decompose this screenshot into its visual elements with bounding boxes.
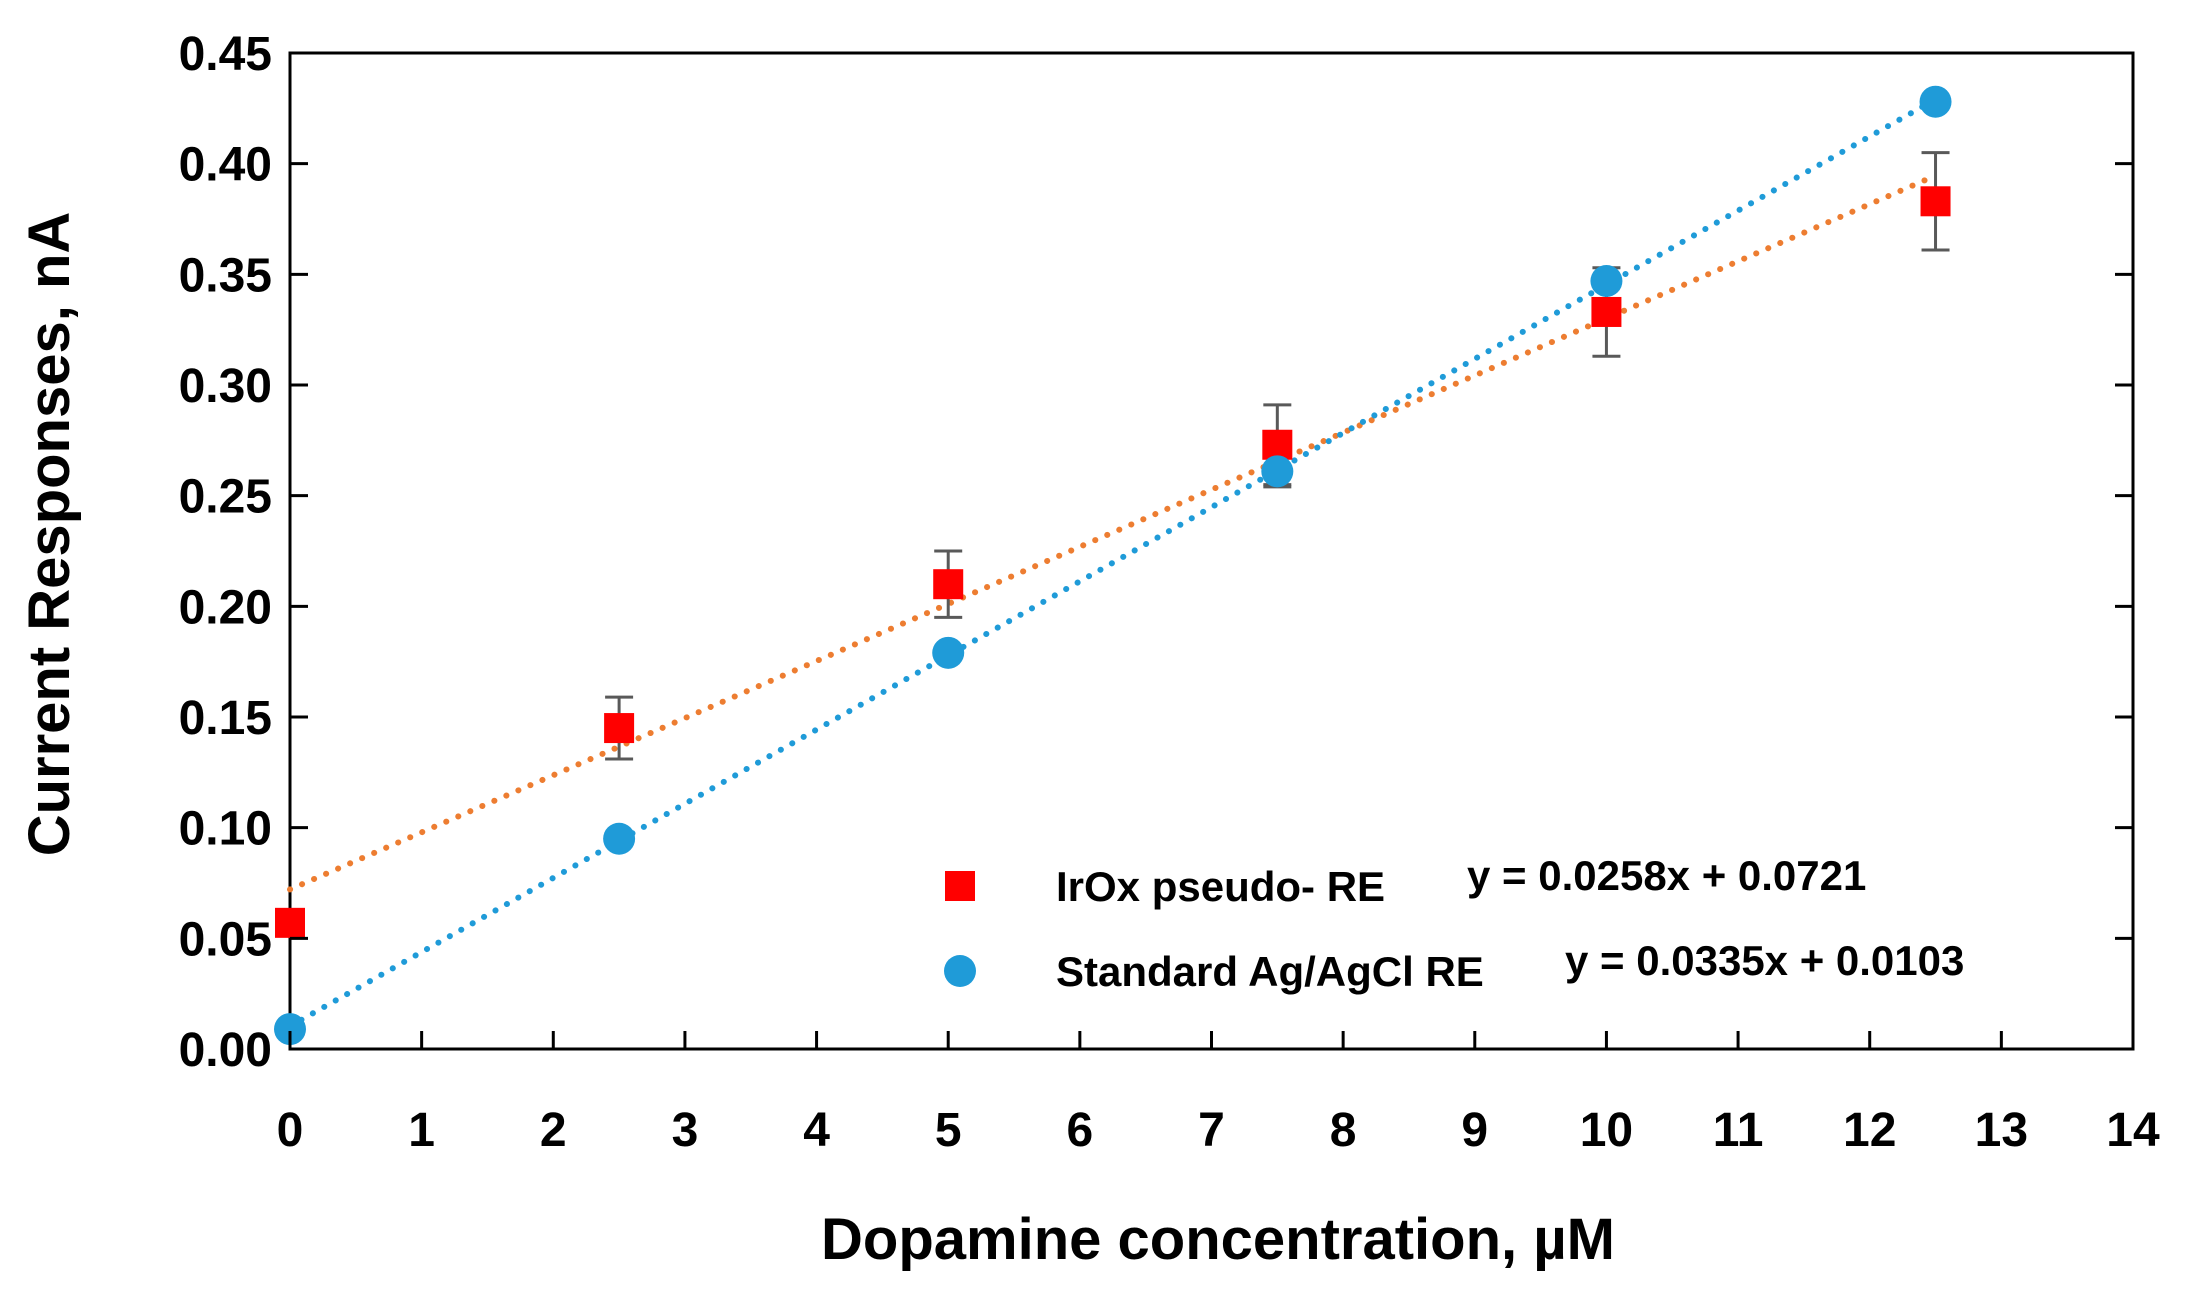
x-tick-label: 8 <box>1330 1104 1357 1157</box>
data-point-agcl <box>603 822 636 855</box>
legend-marker-agcl <box>944 955 976 987</box>
legend-label: IrOx pseudo- RE <box>1056 863 1385 910</box>
legend-label: Standard Ag/AgCl RE <box>1056 948 1484 995</box>
legend-equation: y = 0.0258x + 0.0721 <box>1467 852 1866 899</box>
x-tick-label: 5 <box>935 1104 962 1157</box>
x-tick-label: 4 <box>803 1104 830 1157</box>
axis-ticks: 0.00 0.05 0.10 0.15 0.20 0.25 0.30 0.35 0.40 0.45… <box>179 28 2160 1157</box>
data-points <box>274 85 1952 1046</box>
y-tick-label: 0.45 <box>179 28 272 81</box>
data-point-irox <box>1920 186 1951 217</box>
y-tick-label: 0.15 <box>179 692 272 745</box>
x-tick-label: 6 <box>1067 1104 1094 1157</box>
data-point-irox <box>1591 296 1622 327</box>
legend: IrOx pseudo- RE y = 0.0258x + 0.0721 Stand… <box>944 852 1964 995</box>
y-tick-label: 0.05 <box>179 913 272 966</box>
data-point-irox <box>933 569 964 600</box>
data-point-agcl <box>1261 455 1294 488</box>
x-tick-label: 3 <box>672 1104 699 1157</box>
data-point-agcl <box>274 1013 306 1046</box>
data-point-agcl <box>932 636 965 669</box>
trendline-agcl <box>287 96 1939 1030</box>
legend-equation: y = 0.0335x + 0.0103 <box>1565 937 1964 984</box>
y-tick-label: 0.35 <box>179 249 272 302</box>
data-point-agcl <box>1590 264 1623 297</box>
trendline-irox <box>287 172 1939 893</box>
y-tick-label: 0.00 <box>179 1024 272 1077</box>
y-tick-label: 0.40 <box>179 139 272 192</box>
x-tick-label: 11 <box>1713 1104 1764 1157</box>
x-axis-title: Dopamine concentration, µM <box>821 1207 1615 1272</box>
y-tick-label: 0.30 <box>179 360 272 413</box>
data-point-agcl <box>1919 85 1952 118</box>
data-point-irox <box>1262 429 1293 460</box>
y-axis-title: Current Responses, nA <box>17 212 82 857</box>
y-tick-label: 0.20 <box>179 581 272 634</box>
y-tick-label: 0.10 <box>179 803 272 856</box>
x-tick-label: 0 <box>277 1104 304 1157</box>
data-point-irox <box>604 713 635 744</box>
x-tick-label: 14 <box>2106 1104 2160 1157</box>
x-tick-label: 12 <box>1843 1104 1896 1157</box>
x-tick-label: 1 <box>408 1104 435 1157</box>
x-tick-label: 9 <box>1461 1104 1488 1157</box>
x-tick-label: 2 <box>540 1104 567 1157</box>
trendlines <box>287 96 1939 1030</box>
legend-marker-irox <box>945 871 975 901</box>
x-tick-label: 7 <box>1198 1104 1225 1157</box>
x-tick-label: 13 <box>1975 1104 2028 1157</box>
y-tick-label: 0.25 <box>179 471 272 524</box>
data-point-irox <box>275 907 305 938</box>
x-tick-label: 10 <box>1580 1104 1633 1157</box>
